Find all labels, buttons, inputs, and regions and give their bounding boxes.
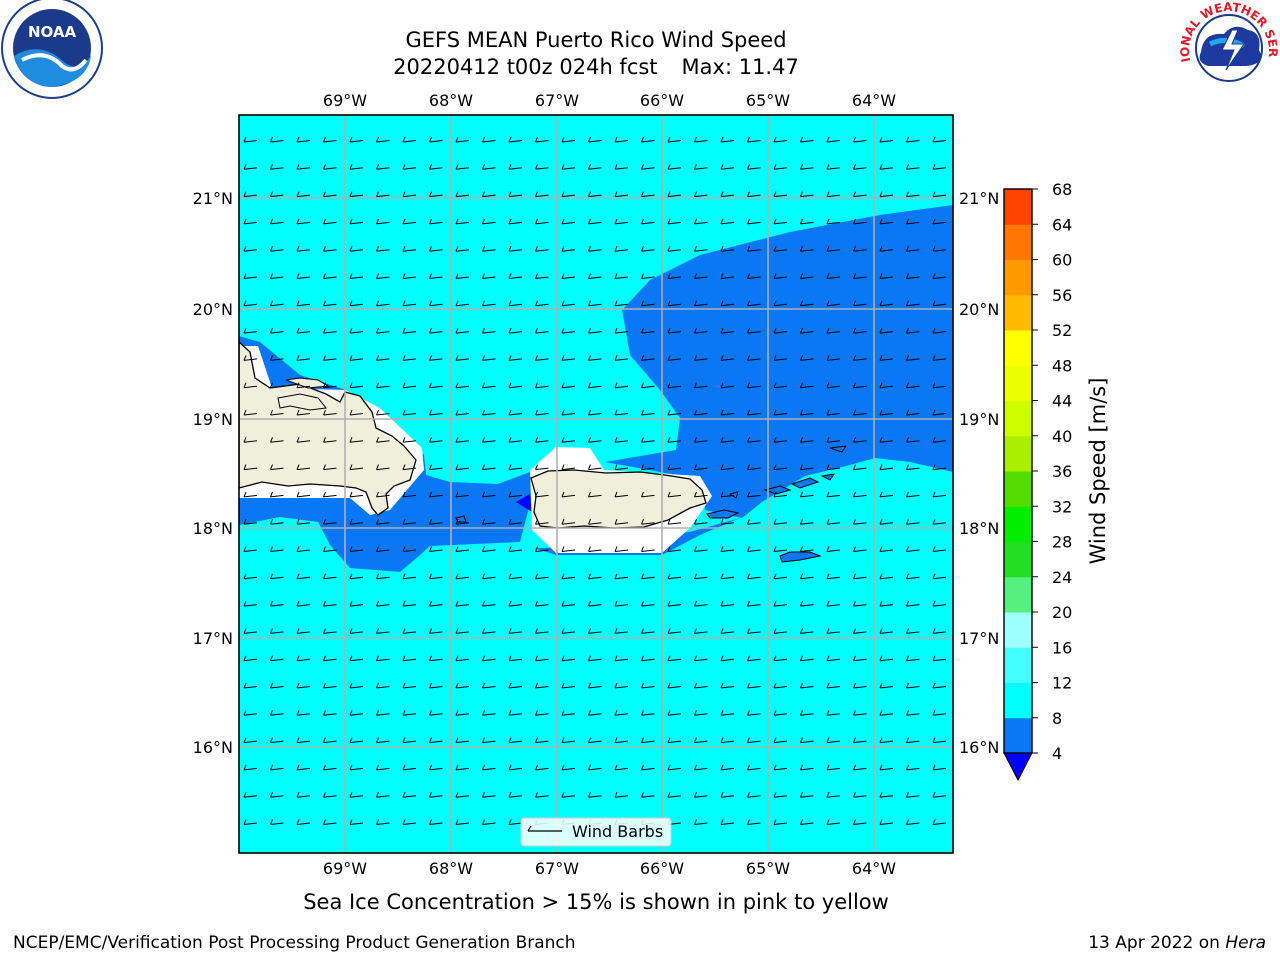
lon-label: 67°W (535, 859, 579, 878)
colorbar-segment (1004, 717, 1032, 754)
slow-wind-zone-east (605, 205, 953, 518)
lon-label: 66°W (640, 91, 684, 110)
noaa-logo-text: NOAA (28, 23, 77, 41)
lon-label: 64°W (852, 91, 896, 110)
st-croix-island (779, 551, 822, 563)
colorbar-tick-label: 52 (1052, 321, 1072, 340)
lon-label: 68°W (429, 91, 473, 110)
colorbar-tick-label: 56 (1052, 286, 1072, 305)
colorbar-segment (1004, 224, 1032, 260)
colorbar-segment (1004, 682, 1032, 719)
colorbar-tick-label: 28 (1052, 533, 1072, 552)
lat-label: 21°N (193, 189, 233, 208)
colorbar-segment (1004, 435, 1032, 472)
footer-host: Hera (1225, 933, 1266, 953)
colorbar-tick-label: 24 (1052, 568, 1072, 587)
graticule (239, 115, 953, 853)
colorbar-segment (1004, 541, 1032, 578)
colorbar-segment (1004, 471, 1032, 507)
lat-label: 17°N (959, 629, 999, 648)
map-frame (238, 114, 954, 854)
lon-label: 64°W (852, 859, 896, 878)
sea-ice-note: Sea Ice Concentration > 15% is shown in … (303, 890, 889, 914)
lon-label: 65°W (746, 91, 790, 110)
wind-barb-legend: Wind Barbs (520, 817, 672, 847)
colorbar-segment (1004, 189, 1032, 225)
lon-labels-top: 69°W 68°W 67°W 66°W 65°W 64°W (323, 91, 896, 110)
lon-label: 68°W (429, 859, 473, 878)
colorbar-segments (1004, 189, 1032, 754)
gonave-island (277, 393, 327, 411)
footer-date-text: 13 Apr 2022 on (1088, 933, 1220, 953)
colorbar-tick-label: 68 (1052, 180, 1072, 199)
map-subtitle-run: 20220412 t00z 024h fcst Max: 11.47 (0, 54, 1192, 80)
colorbar-tick-label: 36 (1052, 462, 1072, 481)
lon-label: 66°W (640, 859, 684, 878)
colorbar-tick-label: 44 (1052, 392, 1072, 411)
map-area (239, 115, 953, 853)
calm-patch (516, 494, 532, 512)
lat-label: 17°N (193, 629, 233, 648)
vieques-island (706, 509, 740, 519)
colorbar-segment (1004, 612, 1032, 648)
lat-label: 18°N (959, 519, 999, 538)
hispaniola-land (239, 341, 417, 516)
footer-branch: NCEP/EMC/Verification Post Processing Pr… (13, 933, 576, 953)
footer-date: 13 Apr 2022 on Hera (1088, 933, 1266, 953)
colorbar-tick-label: 64 (1052, 215, 1072, 234)
map-title: GEFS MEAN Puerto Rico Wind Speed (405, 28, 787, 52)
forecast-run: 20220412 t00z 024h fcst (393, 55, 658, 79)
lon-label: 69°W (323, 859, 367, 878)
lon-label: 67°W (535, 91, 579, 110)
max-value: Max: 11.47 (681, 55, 799, 79)
lat-label: 20°N (193, 300, 233, 319)
colorbar-segment (1004, 365, 1032, 401)
lat-label: 18°N (193, 519, 233, 538)
lat-label: 20°N (959, 300, 999, 319)
colorbar-tick-label: 60 (1052, 251, 1072, 270)
colorbar-label: Wind Speed [m/s] (1086, 378, 1110, 565)
lon-labels-bottom: 69°W 68°W 67°W 66°W 65°W 64°W (323, 859, 896, 878)
colorbar-tick-label: 16 (1052, 638, 1072, 657)
colorbar-segment (1004, 330, 1032, 366)
virgin-islands (728, 445, 848, 499)
colorbar-under-triangle (1003, 752, 1033, 782)
colorbar-segment (1004, 576, 1032, 613)
noaa-logo: NOAA (1, 0, 103, 99)
wind-barbs (243, 136, 947, 825)
legend-label: Wind Barbs (572, 822, 663, 841)
lat-label: 16°N (959, 738, 999, 757)
colorbar-segment (1004, 506, 1032, 542)
lat-labels-right: 21°N 20°N 19°N 18°N 17°N 16°N (959, 189, 999, 757)
colorbar-segment (1004, 294, 1032, 331)
lat-label: 19°N (959, 410, 999, 429)
colorbar-tick-label: 4 (1052, 744, 1062, 763)
lat-label: 19°N (193, 410, 233, 429)
nws-logo: NATIONAL WEATHER SERVICE (0, 0, 1280, 95)
lat-label: 16°N (193, 738, 233, 757)
lat-label: 21°N (959, 189, 999, 208)
colorbar-tick-label: 32 (1052, 497, 1072, 516)
lon-label: 65°W (746, 859, 790, 878)
colorbar-tick-label: 20 (1052, 603, 1072, 622)
nws-logo-text: NATIONAL WEATHER SERVICE (0, 0, 1280, 63)
colorbar-tick-label: 48 (1052, 356, 1072, 375)
lon-label: 69°W (323, 91, 367, 110)
colorbar-segment (1004, 647, 1032, 683)
colorbar-tick-label: 40 (1052, 427, 1072, 446)
colorbar-segment (1004, 400, 1032, 437)
wind-barb-pattern (243, 136, 947, 825)
lat-labels-left: 21°N 20°N 19°N 18°N 17°N 16°N (193, 189, 233, 757)
colorbar-segment (1004, 259, 1032, 296)
colorbar-tick-label: 12 (1052, 674, 1072, 693)
colorbar-tick-label: 8 (1052, 709, 1062, 728)
